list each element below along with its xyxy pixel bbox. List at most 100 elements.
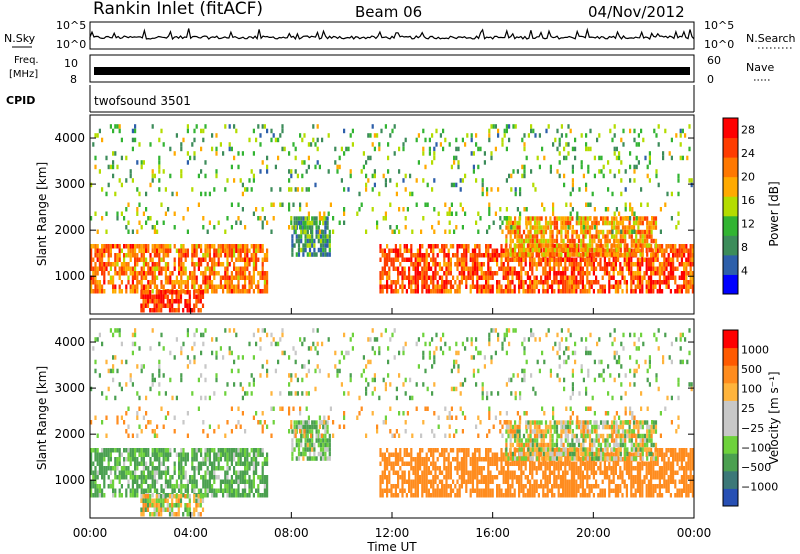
echo-cell <box>96 229 99 234</box>
echo-cell <box>449 448 452 453</box>
echo-cell <box>164 262 167 267</box>
echo-cell <box>441 479 444 484</box>
echo-cell <box>151 244 154 249</box>
echo-cell <box>527 247 530 253</box>
echo-cell <box>507 284 510 289</box>
echo-cell <box>297 456 301 461</box>
echo-cell <box>103 452 106 457</box>
echo-cell <box>683 266 686 271</box>
echo-cell <box>445 479 448 484</box>
echo-cell <box>123 266 126 271</box>
echo-cell <box>444 229 447 234</box>
echo-cell <box>394 284 397 289</box>
echo-cell <box>514 124 517 129</box>
echo-cell <box>631 211 634 216</box>
echo-cell <box>169 280 172 285</box>
echo-cell <box>648 160 651 165</box>
echo-cell <box>131 488 134 493</box>
echo-cell <box>577 280 580 285</box>
echo-cell <box>654 216 658 221</box>
echo-cell <box>608 229 611 235</box>
echo-cell <box>140 475 143 480</box>
echo-cell <box>571 252 574 257</box>
echo-cell <box>510 173 513 179</box>
echo-cell <box>524 475 527 480</box>
echo-cell <box>98 457 101 462</box>
echo-cell <box>436 475 439 480</box>
echo-cell <box>313 247 316 253</box>
echo-cell <box>239 271 242 276</box>
echo-cell <box>211 280 214 285</box>
echo-cell <box>465 244 468 249</box>
echo-cell <box>241 275 244 280</box>
echo-cell <box>621 238 625 244</box>
echo-cell <box>679 128 682 134</box>
echo-cell <box>432 253 435 258</box>
echo-cell <box>678 244 681 249</box>
echo-cell <box>490 151 493 156</box>
echo-cell <box>129 266 132 271</box>
echo-cell <box>595 266 598 271</box>
echo-cell <box>178 461 181 466</box>
echo-cell <box>610 216 614 221</box>
echo-cell <box>169 271 172 276</box>
cpid-value: twofsound 3501 <box>94 94 191 108</box>
echo-cell <box>105 448 108 453</box>
echo-cell <box>399 248 402 253</box>
echo-cell <box>504 275 507 280</box>
echo-cell <box>230 452 233 457</box>
echo-cell <box>94 484 97 489</box>
echo-cell <box>140 507 143 512</box>
echo-cell <box>465 466 468 471</box>
echo-cell <box>193 303 196 308</box>
echo-cell <box>131 248 134 253</box>
echo-cell <box>681 128 684 134</box>
echo-cell <box>416 493 419 498</box>
echo-cell <box>228 448 231 453</box>
echo-cell <box>573 280 576 285</box>
echo-cell <box>458 448 461 453</box>
echo-cell <box>164 275 167 280</box>
echo-cell <box>421 271 424 276</box>
echo-cell <box>191 187 194 192</box>
echo-cell <box>114 475 117 480</box>
echo-cell <box>120 182 123 188</box>
echo-cell <box>394 266 397 271</box>
echo-cell <box>499 225 502 230</box>
echo-cell <box>437 211 440 216</box>
echo-cell <box>153 284 156 289</box>
echo-cell <box>672 257 675 262</box>
echo-cell <box>186 280 189 285</box>
echo-cell <box>588 229 592 235</box>
echo-cell <box>623 262 626 267</box>
echo-cell <box>290 169 293 174</box>
echo-cell <box>445 275 448 280</box>
echo-cell <box>500 452 503 457</box>
echo-cell <box>525 234 528 239</box>
echo-cell <box>211 466 214 471</box>
echo-cell <box>603 257 606 262</box>
echo-cell <box>233 275 236 280</box>
echo-cell <box>436 488 439 493</box>
echo-cell <box>213 448 216 453</box>
echo-cell <box>191 253 194 258</box>
echo-cell <box>244 262 247 267</box>
echo-cell <box>617 225 620 230</box>
echo-cell <box>571 207 574 212</box>
echo-cell <box>414 493 417 498</box>
echo-cell <box>586 484 589 489</box>
echo-cell <box>445 493 448 498</box>
power-colorbar-swatch <box>723 196 738 217</box>
echo-cell <box>553 484 556 489</box>
echo-cell <box>677 173 680 179</box>
echo-cell <box>431 160 434 165</box>
echo-cell <box>326 438 329 443</box>
echo-cell <box>151 257 154 262</box>
echo-cell <box>291 234 294 239</box>
echo-cell <box>432 275 435 280</box>
echo-cell <box>96 257 99 262</box>
echo-cell <box>590 466 593 471</box>
echo-cell <box>288 169 291 174</box>
echo-cell <box>300 420 303 425</box>
echo-cell <box>474 488 477 493</box>
